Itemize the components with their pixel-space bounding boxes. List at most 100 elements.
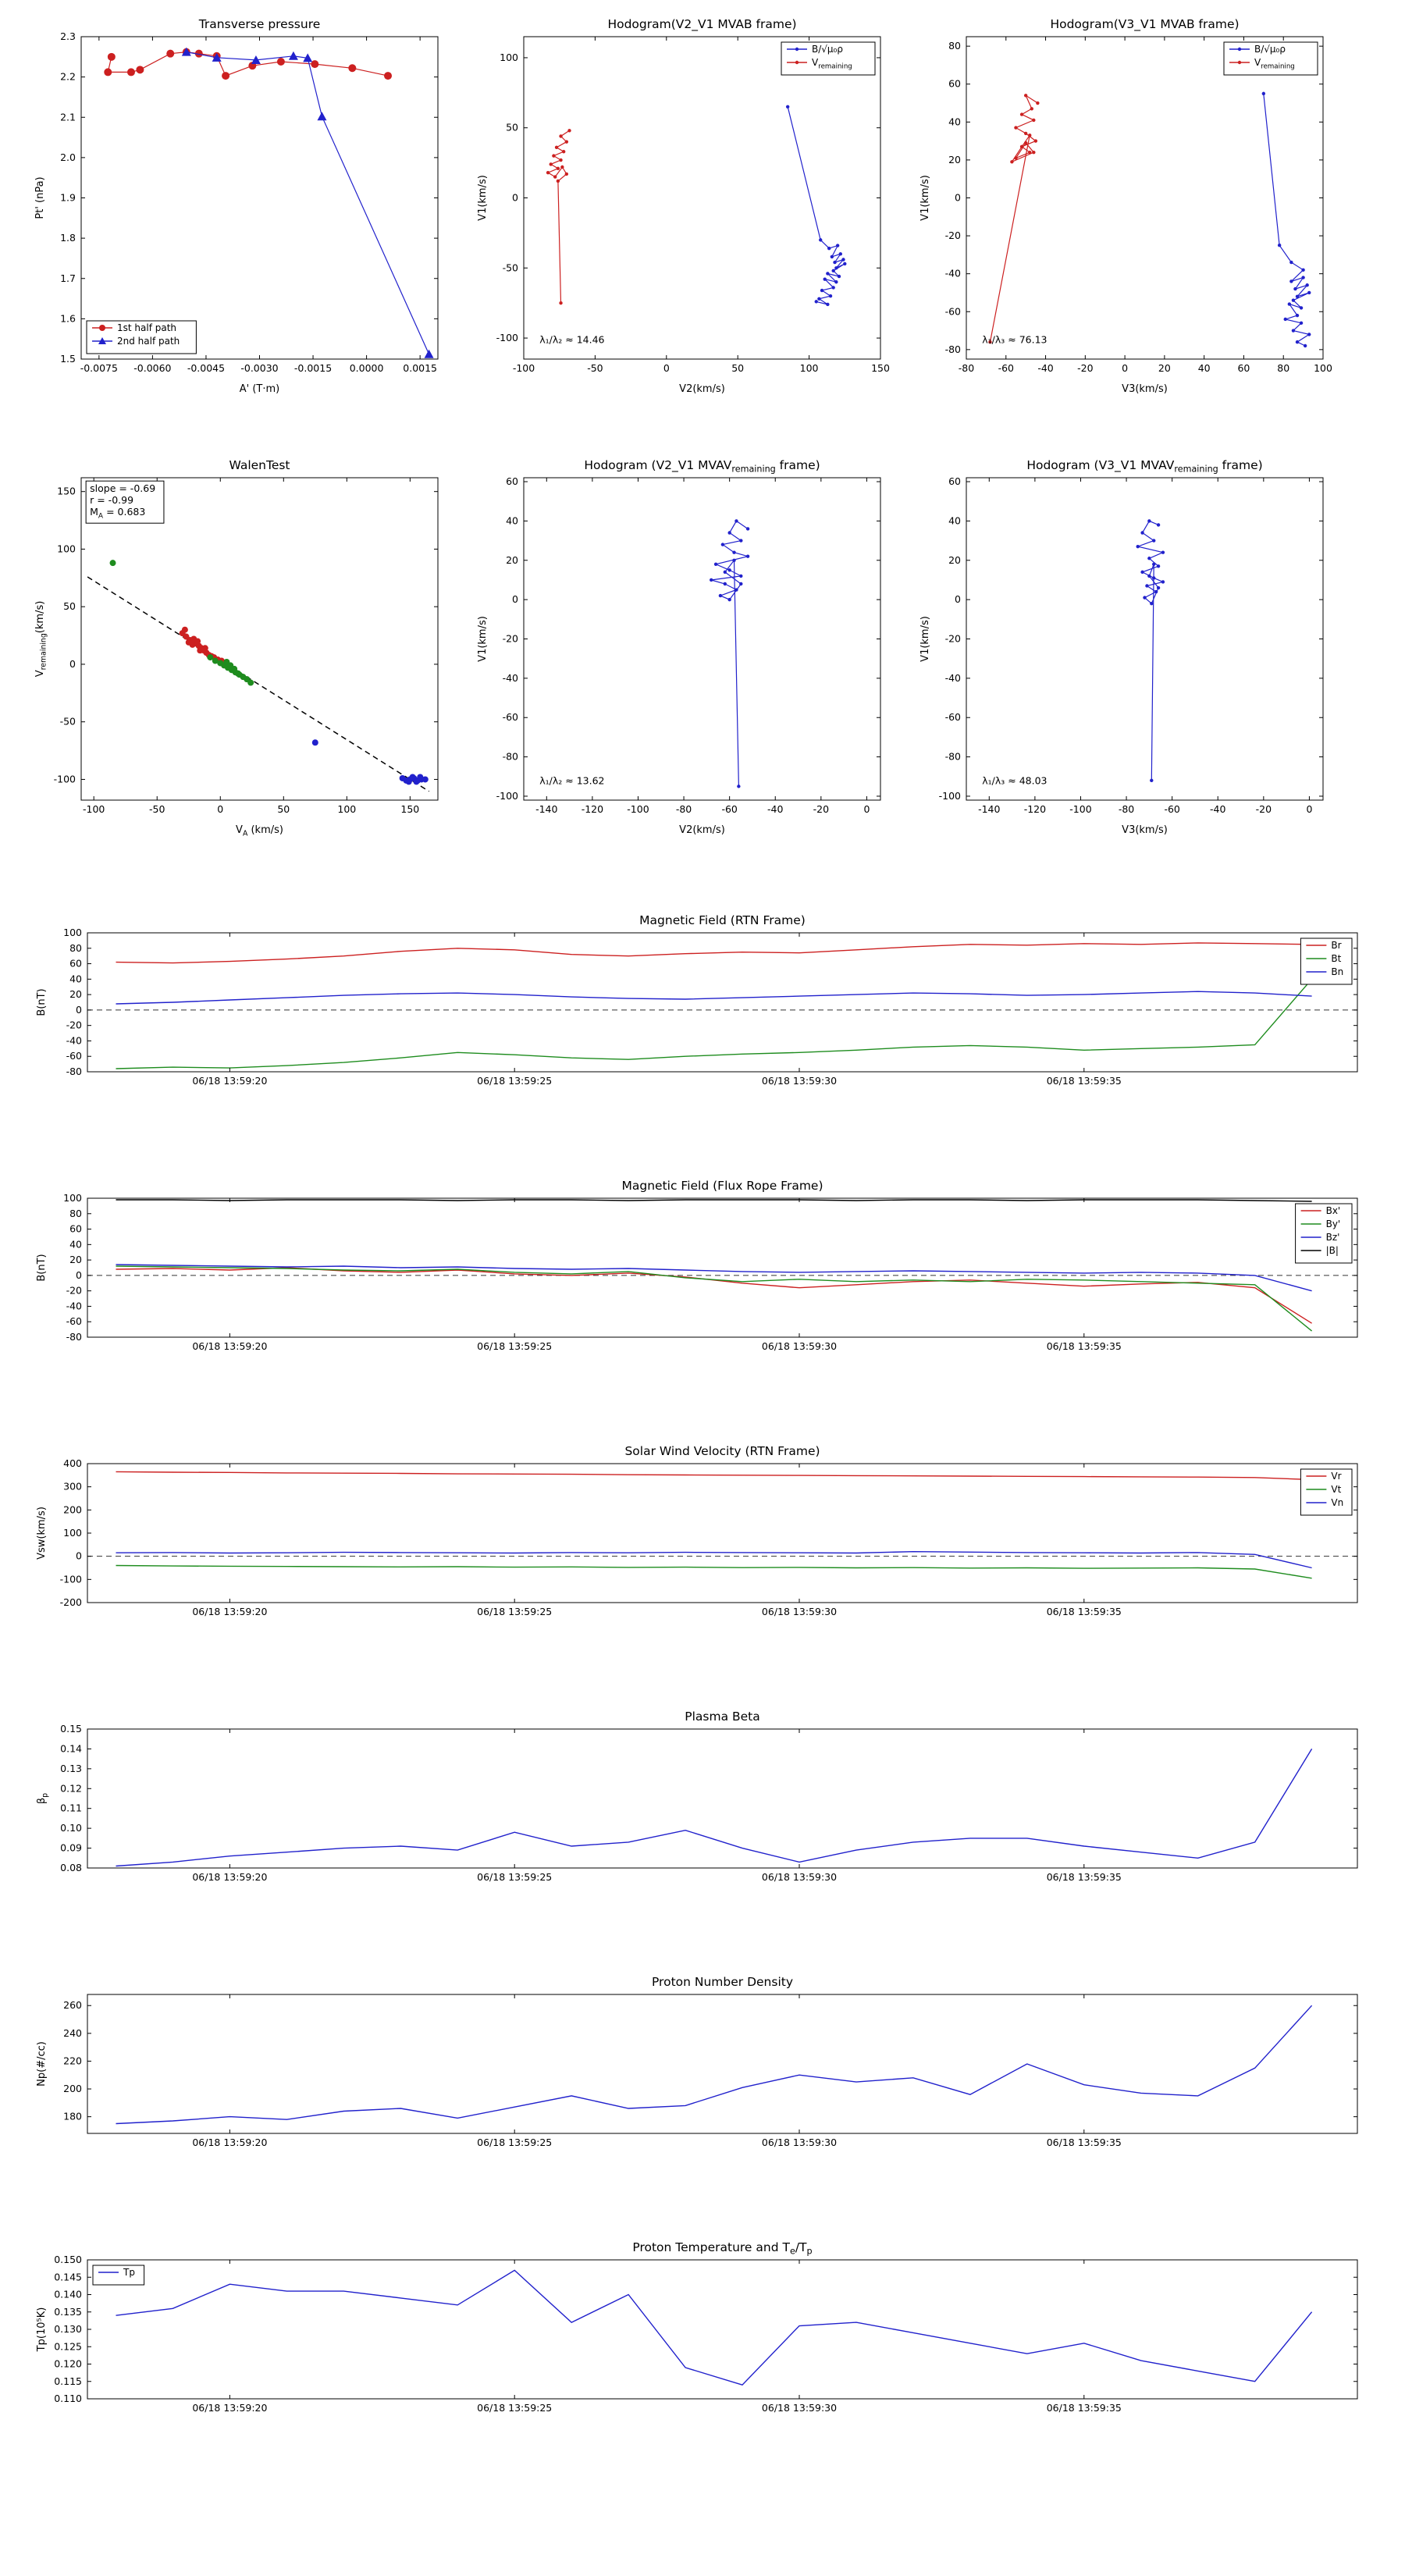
svg-text:Solar Wind Velocity (RTN Frame: Solar Wind Velocity (RTN Frame) bbox=[624, 1444, 820, 1458]
svg-text:06/18 13:59:30: 06/18 13:59:30 bbox=[762, 1340, 837, 1352]
svg-text:60: 60 bbox=[69, 958, 82, 970]
svg-text:-40: -40 bbox=[767, 803, 783, 815]
svg-text:1.6: 1.6 bbox=[60, 312, 76, 324]
svg-text:Plasma Beta: Plasma Beta bbox=[685, 1710, 760, 1724]
panel-plasma-beta: 06/18 13:59:20 06/18 13:59:25 06/18 13:59:… bbox=[33, 1706, 1371, 1899]
svg-text:2.2: 2.2 bbox=[60, 71, 76, 83]
svg-text:40: 40 bbox=[506, 514, 518, 526]
svg-text:2.1: 2.1 bbox=[60, 111, 76, 123]
svg-text:-60: -60 bbox=[503, 711, 518, 723]
svg-text:100: 100 bbox=[63, 1192, 82, 1204]
svg-text:-140: -140 bbox=[978, 803, 1000, 815]
svg-text:20: 20 bbox=[69, 1254, 82, 1265]
svg-text:Vn: Vn bbox=[1331, 1497, 1343, 1508]
svg-text:-0.0030: -0.0030 bbox=[240, 362, 278, 374]
svg-text:2nd half path: 2nd half path bbox=[117, 336, 180, 347]
svg-text:0: 0 bbox=[512, 192, 518, 204]
panel-magnetic-field-flux-rope: 06/18 13:59:20 06/18 13:59:25 06/18 13:59:… bbox=[33, 1175, 1371, 1368]
svg-text:20: 20 bbox=[506, 554, 518, 566]
svg-text:0.08: 0.08 bbox=[60, 1862, 82, 1873]
svg-text:-100: -100 bbox=[627, 803, 649, 815]
panel-solar-wind-velocity: 06/18 13:59:20 06/18 13:59:25 06/18 13:59:… bbox=[33, 1440, 1371, 1634]
svg-text:-20: -20 bbox=[945, 633, 961, 645]
svg-text:-100: -100 bbox=[83, 803, 105, 815]
svg-text:-100: -100 bbox=[939, 790, 961, 802]
svg-text:-40: -40 bbox=[503, 672, 518, 684]
svg-text:Proton Temperature and Te/Tp: Proton Temperature and Te/Tp bbox=[632, 2240, 812, 2257]
svg-text:0.140: 0.140 bbox=[54, 2289, 82, 2300]
svg-text:-80: -80 bbox=[945, 343, 961, 355]
svg-text:0: 0 bbox=[663, 362, 670, 374]
svg-text:60: 60 bbox=[1237, 362, 1250, 374]
svg-text:λ₁/λ₃ ≈ 48.03: λ₁/λ₃ ≈ 48.03 bbox=[982, 774, 1047, 786]
svg-text:06/18 13:59:25: 06/18 13:59:25 bbox=[477, 1606, 552, 1617]
panel-proton-density: 06/18 13:59:20 06/18 13:59:25 06/18 13:59:… bbox=[33, 1971, 1371, 2165]
svg-text:20: 20 bbox=[69, 988, 82, 1000]
time-series-stack: 06/18 13:59:20 06/18 13:59:25 06/18 13:59:… bbox=[33, 909, 1405, 2430]
svg-text:0: 0 bbox=[217, 803, 223, 815]
svg-text:Bt: Bt bbox=[1331, 953, 1341, 964]
svg-text:06/18 13:59:20: 06/18 13:59:20 bbox=[192, 1606, 267, 1617]
svg-text:Tp(10⁵K): Tp(10⁵K) bbox=[36, 2307, 48, 2353]
svg-text:By': By' bbox=[1326, 1219, 1341, 1229]
svg-text:-100: -100 bbox=[513, 362, 535, 374]
svg-text:λ₁/λ₂ ≈ 13.62: λ₁/λ₂ ≈ 13.62 bbox=[539, 774, 604, 786]
svg-text:100: 100 bbox=[63, 1527, 82, 1539]
svg-text:50: 50 bbox=[731, 362, 744, 374]
row-walen-panels: -100 -50 0 50 100 150 -100 -50 0 50 100 150 WalenTes… bbox=[31, 453, 1405, 839]
svg-text:-100: -100 bbox=[60, 1573, 82, 1585]
svg-text:80: 80 bbox=[1277, 362, 1289, 374]
svg-text:-0.0075: -0.0075 bbox=[80, 362, 118, 374]
svg-text:-100: -100 bbox=[54, 773, 76, 785]
svg-text:-100: -100 bbox=[1069, 803, 1091, 815]
svg-text:400: 400 bbox=[63, 1457, 82, 1469]
svg-text:1.8: 1.8 bbox=[60, 232, 76, 244]
svg-text:WalenTest: WalenTest bbox=[229, 458, 290, 472]
svg-text:λ₁/λ₂ ≈ 14.46: λ₁/λ₂ ≈ 14.46 bbox=[539, 333, 604, 345]
panel-hodogram-v3v1-mvav: -140 -120 -100 -80 -60 -40 -20 0 -100 -80 -60 -40 -2… bbox=[916, 453, 1334, 839]
svg-text:0.150: 0.150 bbox=[54, 2254, 82, 2265]
svg-text:V2(km/s): V2(km/s) bbox=[679, 824, 725, 836]
svg-text:-20: -20 bbox=[503, 633, 518, 645]
svg-text:0.0015: 0.0015 bbox=[403, 362, 437, 374]
svg-text:150: 150 bbox=[871, 362, 890, 374]
svg-text:240: 240 bbox=[63, 2027, 82, 2039]
svg-text:60: 60 bbox=[948, 475, 961, 487]
svg-text:0.12: 0.12 bbox=[60, 1782, 82, 1794]
svg-text:06/18 13:59:30: 06/18 13:59:30 bbox=[762, 2402, 837, 2414]
svg-text:150: 150 bbox=[57, 486, 76, 497]
svg-text:100: 100 bbox=[57, 543, 76, 554]
svg-text:100: 100 bbox=[1314, 362, 1332, 374]
svg-text:Hodogram(V3_V1 MVAB frame): Hodogram(V3_V1 MVAB frame) bbox=[1050, 17, 1239, 32]
svg-text:-120: -120 bbox=[1024, 803, 1046, 815]
svg-text:50: 50 bbox=[63, 600, 76, 612]
svg-text:Np(#/cc): Np(#/cc) bbox=[36, 2041, 48, 2087]
svg-text:-60: -60 bbox=[945, 305, 961, 317]
svg-text:-40: -40 bbox=[66, 1300, 82, 1311]
svg-text:60: 60 bbox=[69, 1223, 82, 1235]
svg-text:-60: -60 bbox=[945, 711, 961, 723]
svg-text:06/18 13:59:20: 06/18 13:59:20 bbox=[192, 1075, 267, 1087]
svg-text:06/18 13:59:25: 06/18 13:59:25 bbox=[477, 1075, 552, 1087]
svg-text:slope = -0.69: slope = -0.69 bbox=[90, 482, 155, 494]
svg-text:50: 50 bbox=[277, 803, 290, 815]
svg-text:40: 40 bbox=[1198, 362, 1211, 374]
svg-text:0: 0 bbox=[76, 1004, 82, 1016]
svg-text:V1(km/s): V1(km/s) bbox=[919, 616, 931, 662]
panel-hodogram-v3v1-mvab: -80 -60 -40 -20 0 20 40 60 80 100 -80 -60 -40 -20 0 20 4… bbox=[916, 12, 1334, 398]
svg-text:150: 150 bbox=[400, 803, 419, 815]
svg-text:V1(km/s): V1(km/s) bbox=[477, 175, 489, 221]
svg-text:0: 0 bbox=[512, 593, 518, 605]
svg-text:20: 20 bbox=[1158, 362, 1171, 374]
svg-text:Tp: Tp bbox=[123, 2267, 135, 2278]
svg-text:-50: -50 bbox=[60, 716, 76, 728]
svg-text:1.9: 1.9 bbox=[60, 192, 76, 204]
svg-text:0: 0 bbox=[76, 1550, 82, 1562]
svg-text:2.0: 2.0 bbox=[60, 151, 76, 163]
svg-text:0.13: 0.13 bbox=[60, 1763, 82, 1774]
svg-text:-80: -80 bbox=[945, 751, 961, 763]
svg-text:-80: -80 bbox=[66, 1331, 82, 1343]
svg-text:0: 0 bbox=[863, 803, 870, 815]
svg-text:260: 260 bbox=[63, 1999, 82, 2011]
svg-text:0.115: 0.115 bbox=[54, 2375, 82, 2387]
